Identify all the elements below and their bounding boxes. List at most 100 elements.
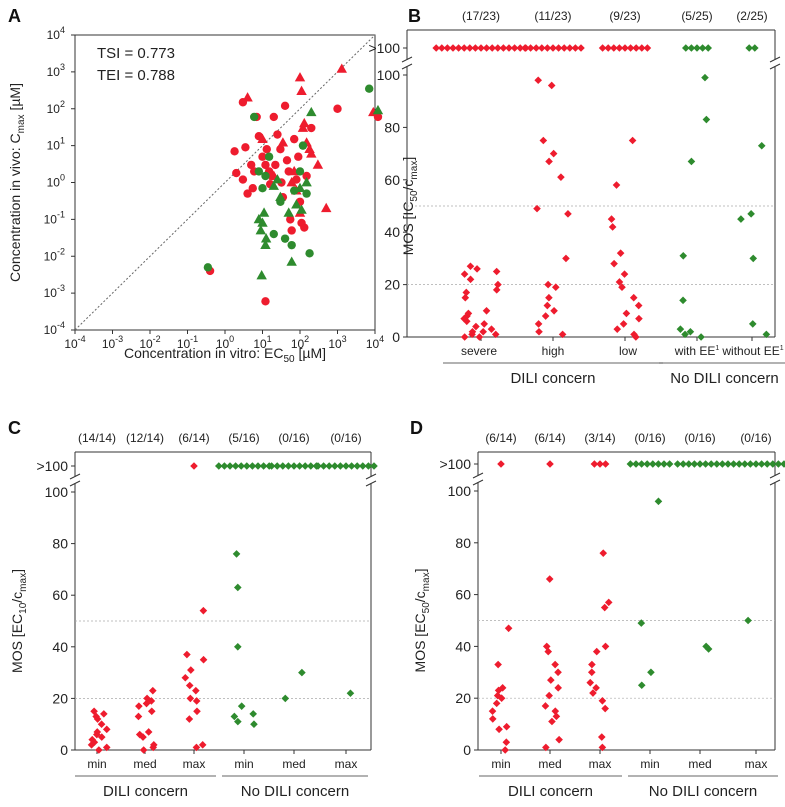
data-point xyxy=(601,642,610,651)
overflow-point xyxy=(643,44,652,52)
data-point xyxy=(539,136,548,145)
category-name: max xyxy=(589,757,612,771)
overflow-point xyxy=(698,44,707,52)
data-point xyxy=(232,550,241,558)
overflow-point xyxy=(438,44,446,52)
data-point xyxy=(493,691,502,700)
category-label: max xyxy=(589,757,612,771)
data-point-circle xyxy=(289,134,299,144)
overflow-point xyxy=(780,460,785,468)
data-point-triangle xyxy=(242,92,253,102)
overflow-tick-label: >100 xyxy=(439,456,471,472)
overflow-point xyxy=(497,460,505,468)
data-point xyxy=(102,743,111,752)
data-point xyxy=(607,215,616,223)
group-label: No DILI concern xyxy=(670,370,778,387)
data-point xyxy=(480,320,489,328)
data-point-circle xyxy=(254,167,264,176)
data-point xyxy=(460,314,468,323)
data-point xyxy=(613,325,622,333)
overflow-point xyxy=(654,460,663,468)
data-point xyxy=(757,141,766,150)
tick-exponent: -1 xyxy=(57,209,65,219)
data-point xyxy=(199,655,208,664)
data-point xyxy=(637,619,646,627)
data-point-circle xyxy=(258,184,267,193)
count-label: (0/16) xyxy=(634,431,665,445)
data-point xyxy=(192,743,201,752)
category-name: max xyxy=(745,757,768,771)
data-point xyxy=(488,707,497,715)
tick-exponent: 3 xyxy=(342,334,347,344)
overflow-point xyxy=(735,460,743,468)
y-label-sub: 50 xyxy=(421,602,432,614)
overflow-point xyxy=(632,460,640,468)
data-point xyxy=(592,684,600,692)
y-tick-label: 20 xyxy=(52,690,68,706)
y-label-sub: max xyxy=(16,114,27,133)
data-point-triangle xyxy=(268,180,280,190)
overflow-point xyxy=(757,460,766,468)
category-superscript: 1 xyxy=(780,345,784,352)
data-point xyxy=(187,666,195,674)
tick-base: 10 xyxy=(44,249,58,263)
data-point xyxy=(233,583,242,592)
y-label-end: ] xyxy=(9,569,25,573)
data-point xyxy=(492,286,501,294)
data-point-circle xyxy=(264,152,274,161)
category-name: high xyxy=(542,344,565,358)
panel-letter: C xyxy=(8,418,21,438)
y-tick-label: 40 xyxy=(384,224,400,240)
overflow-point xyxy=(546,460,554,468)
tick-exponent: -4 xyxy=(57,320,65,330)
x-tick-label: 10-1 xyxy=(177,334,198,351)
overflow-point xyxy=(685,460,693,468)
overflow-point xyxy=(279,462,287,470)
data-point-circle xyxy=(273,130,282,139)
category-name: with EE xyxy=(674,344,716,358)
category-label: med xyxy=(282,757,305,771)
category-name: min xyxy=(491,757,510,771)
group-label: No DILI concern xyxy=(649,783,757,800)
data-point xyxy=(468,327,477,336)
y-label-sub: 50 xyxy=(409,190,420,202)
data-point-circle xyxy=(261,297,270,306)
tick-exponent: -1 xyxy=(190,334,198,344)
data-point-triangle xyxy=(286,177,297,187)
data-point-triangle xyxy=(294,72,306,82)
data-point xyxy=(618,283,626,292)
data-point xyxy=(557,173,565,181)
data-point xyxy=(502,738,511,747)
data-point xyxy=(749,254,758,263)
data-point xyxy=(491,330,500,339)
data-point-circle xyxy=(258,152,267,161)
data-point xyxy=(702,642,710,651)
y-label-mid: /c xyxy=(412,591,428,602)
y-tick-label: 80 xyxy=(52,536,68,552)
data-point-circle xyxy=(295,167,305,176)
y-tick-label: 20 xyxy=(384,277,400,293)
category-label: low xyxy=(619,344,637,358)
y-label-mid: /c xyxy=(9,592,25,603)
data-point-triangle xyxy=(275,191,286,202)
y-label-main: MOS [IC xyxy=(400,202,416,256)
data-point xyxy=(466,262,475,271)
data-point xyxy=(748,320,757,328)
data-point xyxy=(598,743,607,752)
overflow-point xyxy=(610,44,618,52)
data-point-triangle xyxy=(320,202,332,213)
data-point-triangle xyxy=(257,217,268,227)
overflow-point xyxy=(724,460,732,468)
overflow-point xyxy=(673,460,682,468)
data-point xyxy=(488,715,497,723)
data-point xyxy=(548,717,556,726)
data-point-triangle xyxy=(272,174,283,184)
data-point xyxy=(298,668,306,677)
x-axis-label: Concentration in vitro: EC50 [µM] xyxy=(124,345,326,365)
category-name: max xyxy=(335,757,358,771)
data-point-circle xyxy=(287,226,296,235)
count-label: (14/14) xyxy=(78,431,116,445)
overflow-point xyxy=(665,460,674,468)
overflow-point xyxy=(248,462,257,470)
data-point xyxy=(346,689,355,698)
